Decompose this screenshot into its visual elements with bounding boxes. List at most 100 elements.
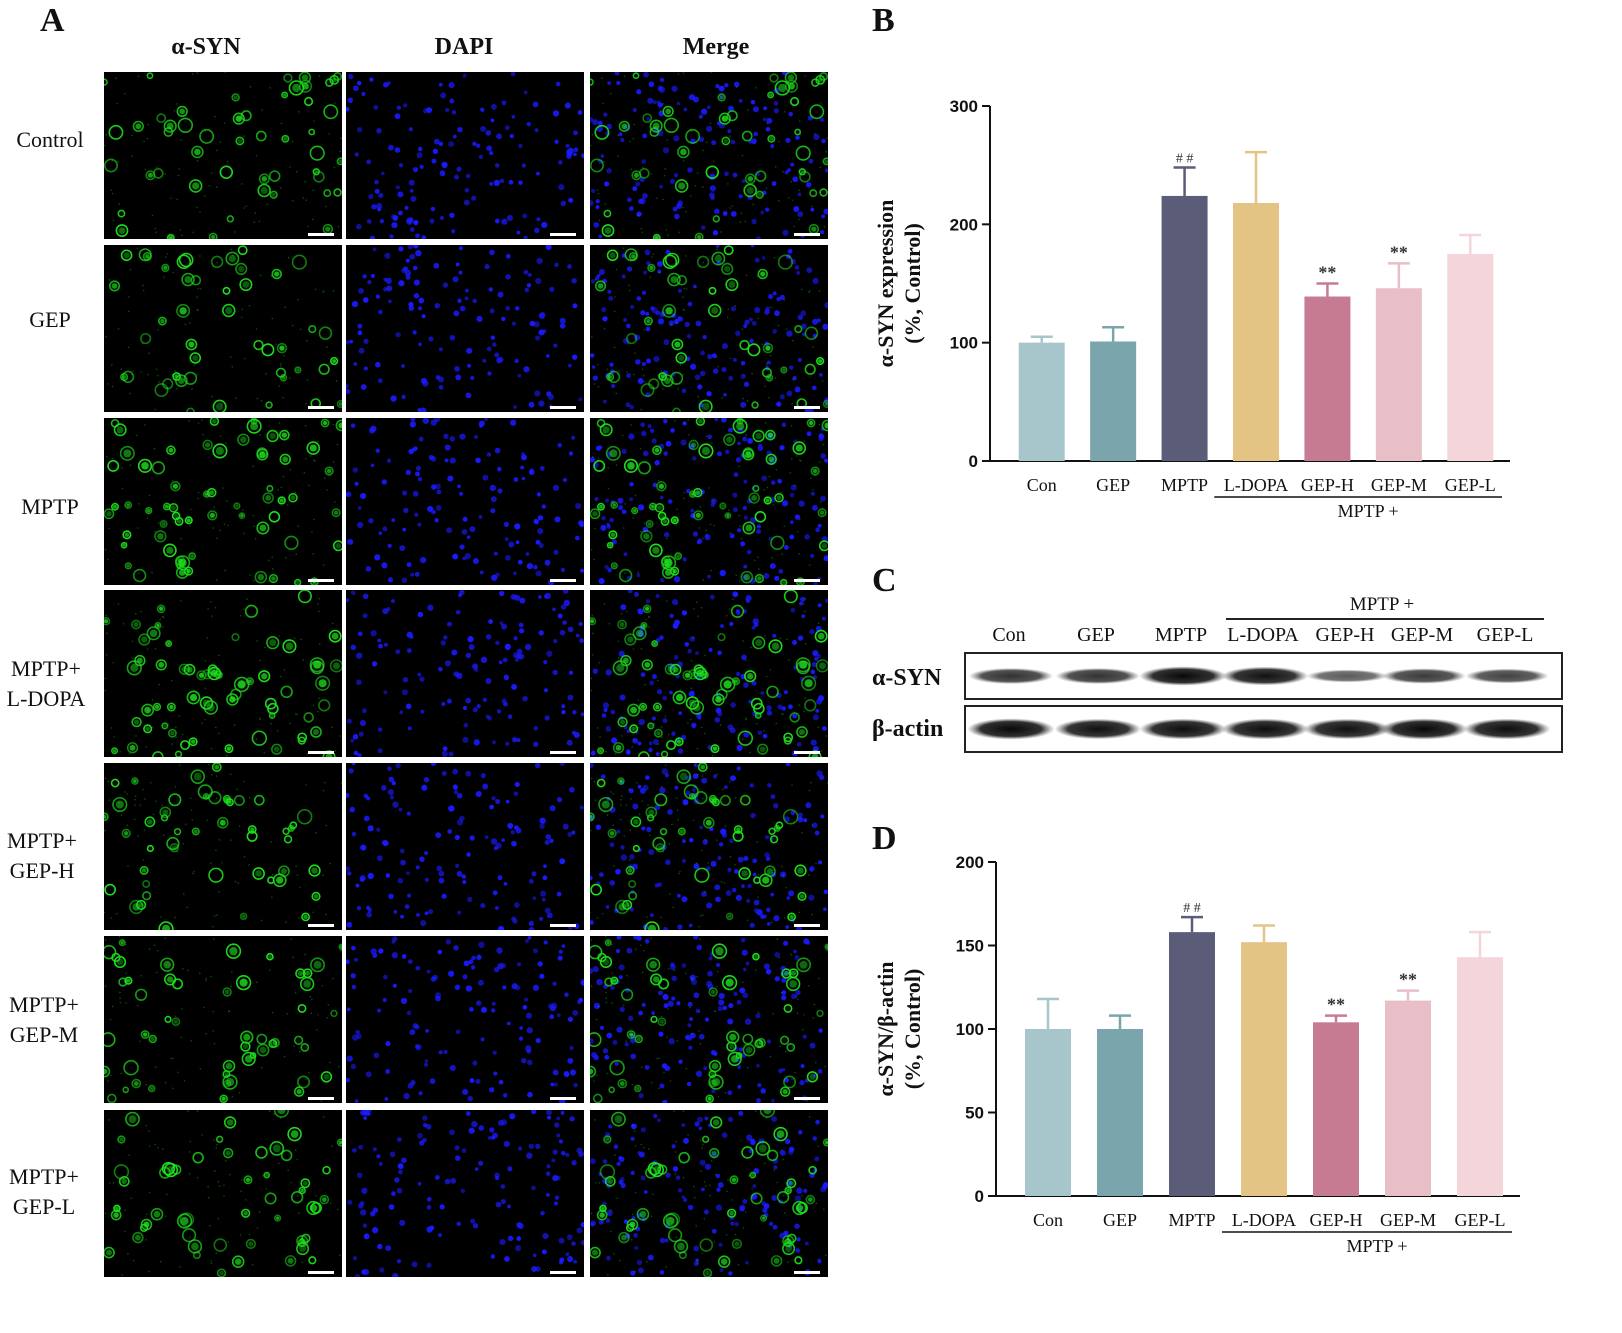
- x-tick-label: Con: [1027, 475, 1057, 495]
- wb-band: [1306, 669, 1388, 683]
- x-tick-label: GEP-H: [1301, 475, 1354, 495]
- significance-mark: **: [1399, 970, 1417, 990]
- bar: [1169, 932, 1215, 1196]
- micrograph-merge: [590, 245, 828, 412]
- x-tick-label: MPTP: [1161, 475, 1208, 495]
- micrograph-dapi: [346, 590, 584, 757]
- wb-lane-label: Con: [992, 624, 1026, 646]
- y-tick-label: 150: [956, 937, 984, 956]
- row-label-line2: GEP-M: [9, 1022, 79, 1047]
- column-header-dapi: DAPI: [434, 34, 494, 60]
- x-tick-label: GEP-L: [1445, 475, 1496, 495]
- wb-lane-label: GEP-H: [1315, 624, 1375, 646]
- row-label-gep: GEP: [0, 305, 100, 335]
- row-label-line1: MPTP: [21, 494, 79, 519]
- x-tick-label: GEP-L: [1455, 1210, 1506, 1230]
- micrograph-merge: [590, 936, 828, 1103]
- row-label-control: Control: [0, 125, 100, 155]
- wb-band: [1380, 718, 1468, 740]
- y-tick-label: 100: [956, 1020, 984, 1039]
- x-tick-label: GEP: [1096, 475, 1130, 495]
- wb-band: [967, 718, 1055, 740]
- row-label-line2: GEP-L: [12, 1194, 76, 1219]
- bar: [1385, 1000, 1431, 1196]
- wb-band: [1382, 668, 1466, 684]
- y-tick-label: 200: [950, 215, 978, 234]
- bar: [1241, 942, 1287, 1196]
- wb-band: [1055, 667, 1141, 685]
- row-label-mptp-gepl: MPTP+ GEP-L: [0, 1162, 94, 1222]
- wb-lane-label: GEP-L: [1476, 624, 1534, 646]
- micrograph-merge: [590, 1110, 828, 1277]
- y-tick-label: 300: [950, 97, 978, 116]
- micrograph-syn: [104, 245, 342, 412]
- row-label-line1: GEP: [29, 307, 71, 332]
- bar: [1090, 341, 1137, 461]
- micrograph-syn: [104, 72, 342, 239]
- blot-syn: [964, 652, 1563, 700]
- significance-mark: **: [1318, 263, 1336, 283]
- micrograph-syn: [104, 1110, 342, 1277]
- panel-b-letter: B: [872, 2, 895, 39]
- significance-mark: **: [1390, 242, 1408, 262]
- group-label: MPTP +: [1346, 1236, 1407, 1256]
- row-label-line1: MPTP+: [9, 992, 79, 1017]
- row-label-line1: Control: [16, 127, 84, 152]
- micrograph-merge: [590, 590, 828, 757]
- bar: [1161, 195, 1208, 461]
- micrograph-merge: [590, 72, 828, 239]
- wb-lane-label: L-DOPA: [1227, 624, 1299, 646]
- bar: [1025, 1029, 1071, 1196]
- bar: [1233, 203, 1279, 461]
- row-label-mptp: MPTP: [0, 492, 100, 522]
- micrograph-dapi: [346, 72, 584, 239]
- row-label-line1: MPTP+: [9, 1164, 79, 1189]
- panel-a-letter: A: [40, 2, 65, 39]
- bar: [1304, 296, 1351, 461]
- group-label: MPTP +: [1338, 501, 1399, 521]
- column-header-syn: α-SYN: [171, 34, 241, 60]
- wb-lane-label: GEP: [1077, 624, 1115, 646]
- bar: [1097, 1029, 1143, 1196]
- x-tick-label: GEP-H: [1310, 1210, 1363, 1230]
- y-axis-label: α-SYN expression: [873, 200, 898, 368]
- y-tick-label: 0: [969, 452, 978, 471]
- wb-group-line: [1226, 618, 1544, 620]
- y-tick-label: 200: [956, 853, 984, 872]
- y-axis-label-unit: (%, Control): [900, 969, 925, 1090]
- chart-d: 0 50 100 150 200 α-SYN/β-actin (%, Control) Con…: [873, 853, 1520, 1256]
- chart-b: 0 100 200 300 α-SYN expression (%, Control) Co…: [873, 97, 1510, 521]
- bar: [1018, 342, 1065, 461]
- bar: [1375, 288, 1422, 461]
- significance-mark: # #: [1176, 152, 1194, 167]
- panel-d-letter: D: [872, 820, 897, 857]
- bar: [1447, 253, 1494, 461]
- micrograph-dapi: [346, 936, 584, 1103]
- x-tick-label: L-DOPA: [1224, 475, 1288, 495]
- row-label-line1: MPTP+: [11, 656, 81, 681]
- y-axis-label: α-SYN/β-actin: [873, 961, 898, 1096]
- wb-row-label-syn: α-SYN: [872, 665, 942, 691]
- row-label-line2: L-DOPA: [6, 686, 86, 711]
- wb-band: [1139, 718, 1227, 740]
- wb-band: [1465, 668, 1549, 684]
- panel-c-letter: C: [872, 562, 897, 599]
- x-tick-label: L-DOPA: [1232, 1210, 1296, 1230]
- micrograph-dapi: [346, 1110, 584, 1277]
- blot-actin: [964, 705, 1563, 753]
- x-tick-label: GEP: [1103, 1210, 1137, 1230]
- y-tick-label: 50: [965, 1104, 984, 1123]
- micrograph-syn: [104, 936, 342, 1103]
- y-tick-label: 100: [950, 334, 978, 353]
- x-tick-label: MPTP: [1168, 1210, 1215, 1230]
- y-axis-label-unit: (%, Control): [900, 223, 925, 344]
- micrograph-dapi: [346, 245, 584, 412]
- row-label-line2: GEP-H: [9, 858, 75, 883]
- micrograph-syn: [104, 763, 342, 930]
- wb-lane-label: GEP-M: [1390, 624, 1454, 646]
- row-label-line1: MPTP+: [7, 828, 77, 853]
- micrograph-merge: [590, 763, 828, 930]
- micrograph-syn: [104, 590, 342, 757]
- x-tick-label: GEP-M: [1371, 475, 1427, 495]
- wb-row-label-actin: β-actin: [872, 716, 944, 742]
